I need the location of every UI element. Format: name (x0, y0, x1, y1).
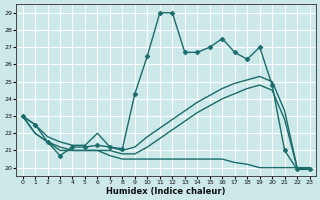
X-axis label: Humidex (Indice chaleur): Humidex (Indice chaleur) (106, 187, 226, 196)
